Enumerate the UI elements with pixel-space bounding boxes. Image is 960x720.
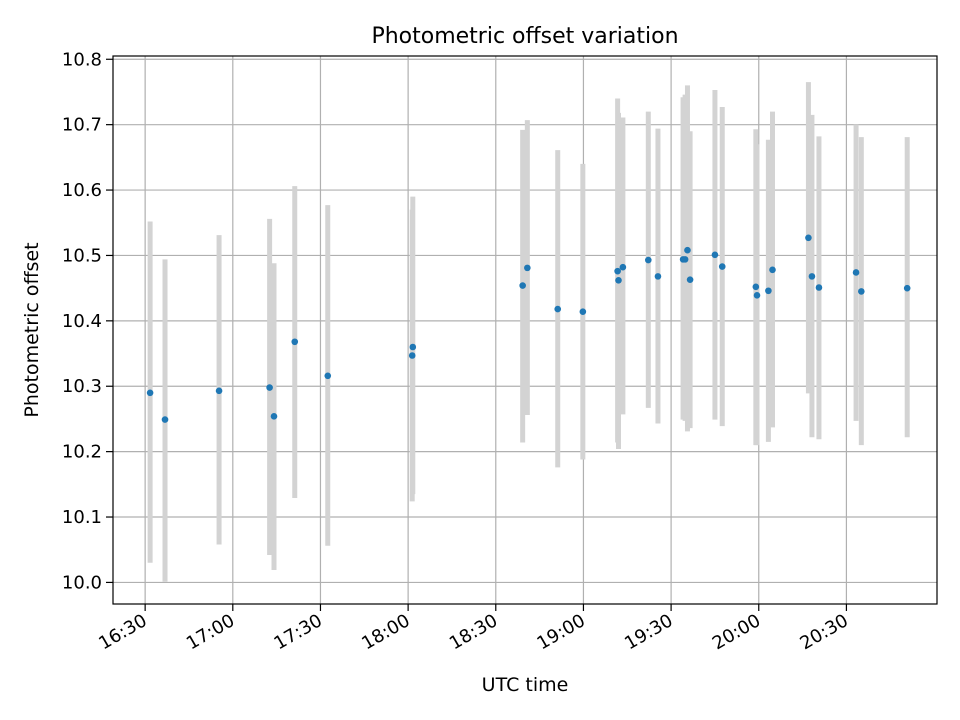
- data-point: [266, 384, 273, 391]
- data-point: [808, 273, 816, 280]
- data-point: [765, 287, 772, 295]
- data-point: [554, 305, 562, 313]
- data-point: [645, 256, 652, 264]
- y-tick-label: 10.7: [62, 115, 102, 136]
- y-tick-label: 10.5: [62, 245, 102, 266]
- data-point: [324, 372, 332, 380]
- data-point: [524, 264, 531, 272]
- data-point: [711, 251, 719, 259]
- data-point: [686, 276, 694, 283]
- data-point: [615, 277, 622, 284]
- data-point: [815, 284, 823, 291]
- data-point: [215, 387, 223, 395]
- data-point: [270, 413, 278, 420]
- y-tick-label: 10.0: [62, 572, 102, 593]
- data-point: [614, 267, 621, 275]
- data-point: [146, 389, 154, 397]
- plot-area-frame: [112, 55, 938, 605]
- data-point: [291, 338, 299, 346]
- data-point: [409, 343, 417, 351]
- data-point: [408, 352, 416, 359]
- data-point: [752, 283, 760, 291]
- data-point: [805, 234, 812, 242]
- data-point: [858, 288, 865, 295]
- y-tick-label: 10.6: [62, 180, 102, 201]
- data-point: [519, 282, 526, 289]
- data-points: [146, 234, 911, 423]
- data-point: [769, 266, 776, 274]
- data-point: [619, 263, 627, 271]
- y-tick-label: 10.3: [62, 376, 102, 397]
- data-point: [161, 416, 169, 423]
- y-axis-label: Photometric offset: [21, 242, 43, 417]
- data-point: [852, 269, 860, 276]
- x-axis-label: UTC time: [482, 674, 569, 696]
- data-point: [753, 292, 761, 299]
- data-point: [654, 273, 662, 280]
- chart-title: Photometric offset variation: [371, 24, 678, 49]
- data-point: [718, 263, 726, 270]
- y-axis-ticks: 10.0 10.1 10.2 10.3 10.4 10.5 10.6 10.7 10.8: [62, 49, 113, 593]
- data-point: [681, 256, 689, 263]
- y-tick-label: 10.2: [62, 442, 102, 463]
- data-point: [684, 246, 691, 254]
- y-tick-label: 10.4: [62, 311, 102, 332]
- y-tick-label: 10.8: [62, 49, 102, 70]
- data-point: [903, 284, 911, 292]
- y-tick-label: 10.1: [62, 507, 102, 528]
- data-point: [579, 308, 587, 315]
